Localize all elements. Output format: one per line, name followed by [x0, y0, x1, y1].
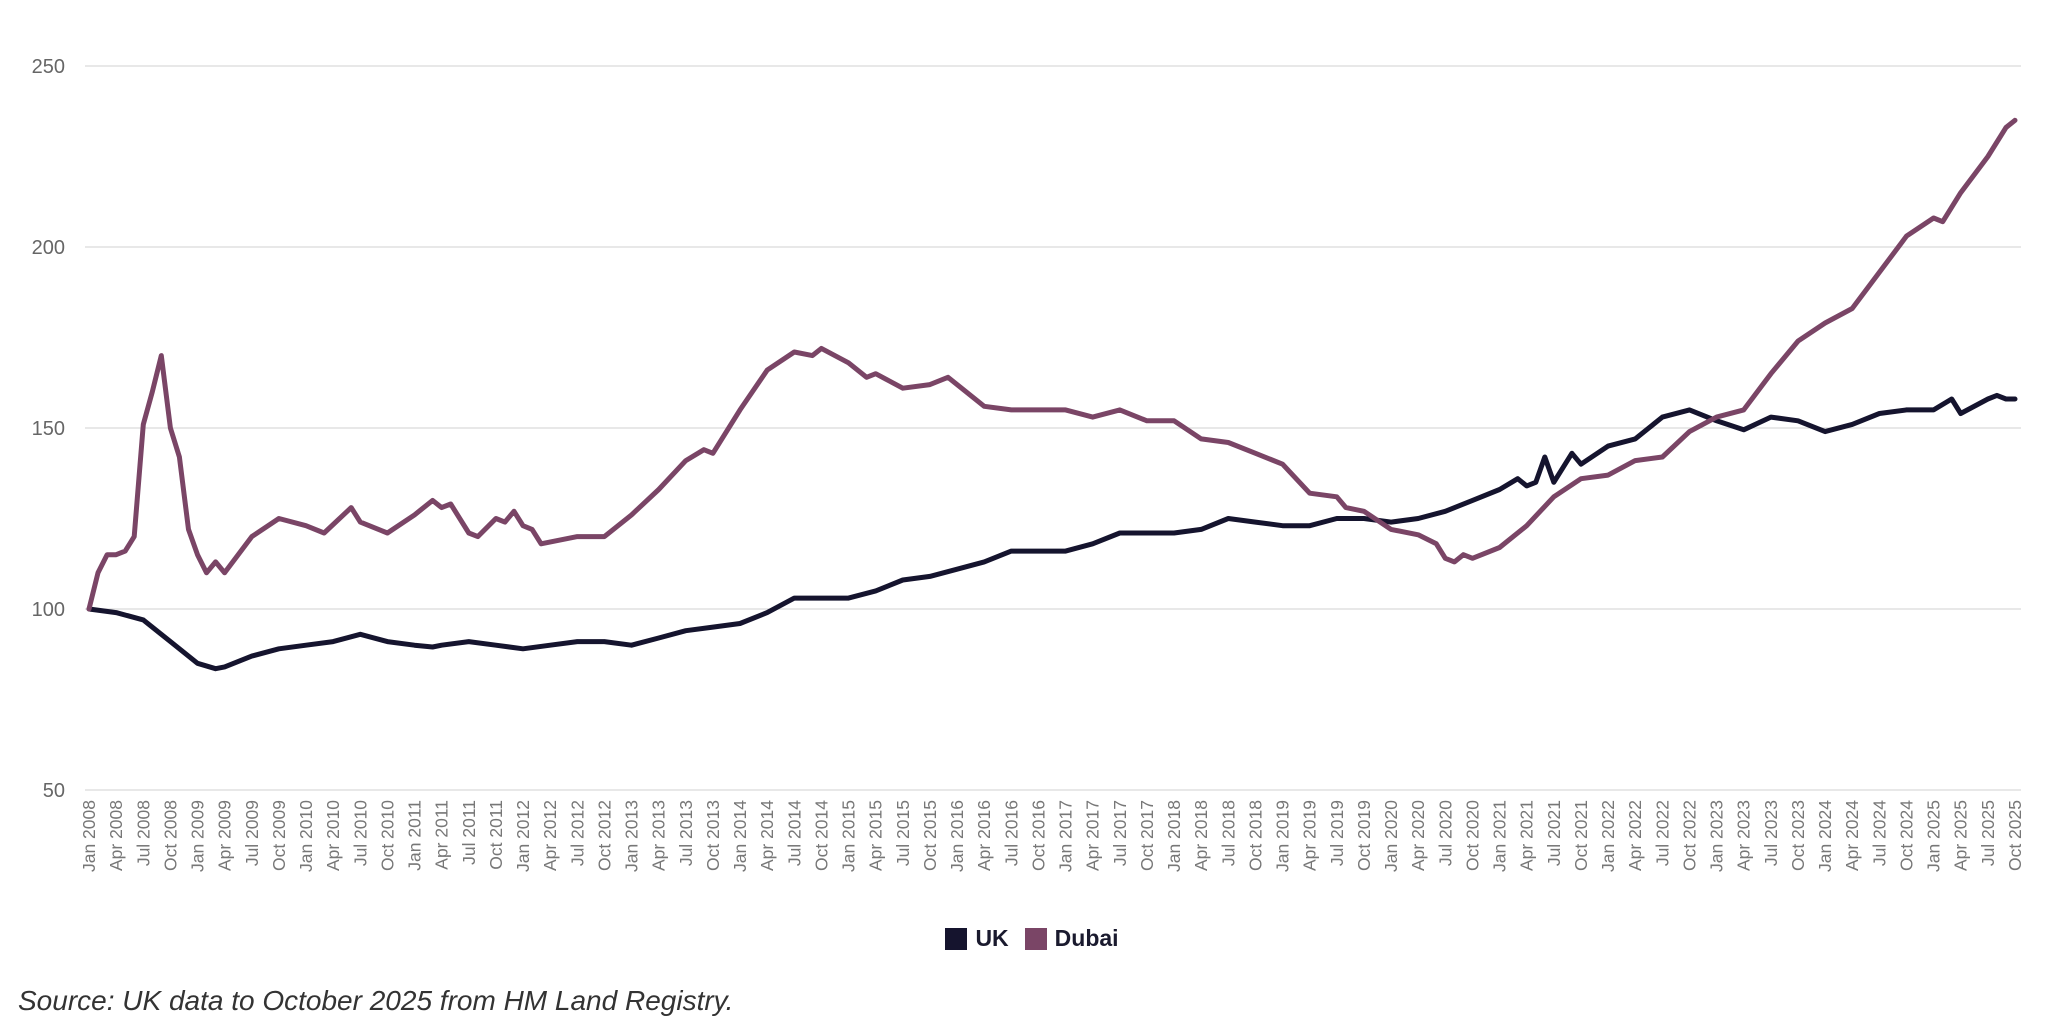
- x-tick-label: Oct 2023: [1788, 800, 1808, 871]
- x-tick-label: Jan 2014: [730, 800, 750, 872]
- legend-item-dubai: Dubai: [1024, 925, 1119, 952]
- x-tick-label: Jul 2018: [1218, 800, 1238, 866]
- x-tick-label: Apr 2012: [540, 800, 560, 871]
- x-tick-label: Oct 2015: [920, 800, 940, 871]
- x-tick-label: Oct 2013: [703, 800, 723, 871]
- x-tick-label: Jul 2023: [1761, 800, 1781, 866]
- legend-swatch-uk: [945, 927, 968, 950]
- x-tick-label: Jul 2009: [242, 800, 262, 866]
- x-tick-label: Oct 2009: [269, 800, 289, 871]
- x-tick-label: Apr 2018: [1191, 800, 1211, 871]
- x-tick-label: Jan 2021: [1490, 800, 1510, 872]
- x-tick-label: Oct 2019: [1354, 800, 1374, 871]
- x-tick-label: Oct 2022: [1679, 800, 1699, 871]
- x-tick-label: Jan 2010: [296, 800, 316, 872]
- x-tick-label: Jul 2025: [1978, 800, 1998, 866]
- x-tick-label: Jul 2011: [459, 800, 479, 865]
- legend-item-uk: UK: [945, 925, 1009, 952]
- series-line-dubai: [86, 117, 2018, 612]
- y-tick-label: 50: [43, 780, 65, 802]
- x-tick-label: Jan 2012: [513, 800, 533, 872]
- legend-label-dubai: Dubai: [1054, 925, 1119, 951]
- x-tick-label: Apr 2021: [1517, 800, 1537, 871]
- y-tick-label: 150: [32, 418, 65, 440]
- x-tick-label: Jan 2018: [1164, 800, 1184, 872]
- x-tick-label: Apr 2016: [974, 800, 994, 871]
- x-tick-label: Jul 2016: [1001, 800, 1021, 866]
- x-tick-label: Apr 2014: [757, 800, 777, 871]
- x-tick-label: Jan 2016: [947, 800, 967, 872]
- x-tick-label: Jan 2011: [405, 800, 425, 871]
- x-tick-label: Apr 2023: [1734, 800, 1754, 871]
- x-tick-label: Apr 2009: [215, 800, 235, 871]
- x-tick-label: Apr 2019: [1300, 800, 1320, 871]
- x-tick-label: Oct 2012: [594, 800, 614, 871]
- x-tick-label: Apr 2024: [1842, 800, 1862, 871]
- x-tick-label: Jul 2014: [784, 800, 804, 866]
- y-axis-ticks: 50 100 150 200 250: [32, 56, 65, 802]
- x-tick-label: Apr 2008: [106, 800, 126, 871]
- x-tick-label: Jan 2023: [1707, 800, 1727, 872]
- x-tick-label: Jan 2025: [1924, 800, 1944, 872]
- x-tick-label: Apr 2017: [1083, 800, 1103, 871]
- y-tick-label: 100: [32, 599, 65, 621]
- x-tick-label: Jul 2013: [676, 800, 696, 866]
- source-note: Source: UK data to October 2025 from HM …: [18, 985, 734, 1016]
- x-tick-label: Oct 2017: [1137, 800, 1157, 871]
- x-tick-label: Jul 2012: [567, 800, 587, 866]
- x-tick-label: Jan 2020: [1381, 800, 1401, 872]
- x-tick-label: Jul 2020: [1435, 800, 1455, 866]
- x-tick-label: Oct 2020: [1462, 800, 1482, 871]
- x-tick-label: Apr 2013: [649, 800, 669, 871]
- x-tick-label: Jan 2015: [839, 800, 859, 872]
- x-tick-label: Oct 2010: [377, 800, 397, 871]
- x-tick-label: Apr 2010: [323, 800, 343, 871]
- x-tick-label: Jan 2009: [188, 800, 208, 872]
- x-tick-label: Oct 2014: [811, 800, 831, 871]
- x-tick-label: Oct 2018: [1245, 800, 1265, 871]
- x-tick-label: Jul 2010: [350, 800, 370, 866]
- x-tick-label: Oct 2024: [1896, 800, 1916, 871]
- x-tick-label: Jul 2021: [1544, 800, 1564, 866]
- x-tick-label: Jan 2022: [1598, 800, 1618, 872]
- legend-swatch-dubai: [1024, 927, 1047, 950]
- y-tick-label: 200: [32, 237, 65, 259]
- x-tick-label: Oct 2008: [160, 800, 180, 871]
- x-tick-label: Jul 2024: [1869, 800, 1889, 866]
- x-tick-label: Jan 2008: [79, 800, 99, 872]
- x-tick-label: Jan 2024: [1815, 800, 1835, 872]
- x-tick-label: Jul 2008: [133, 800, 153, 866]
- series-line-uk: [86, 392, 2018, 672]
- x-tick-label: Apr 2015: [866, 800, 886, 871]
- x-tick-label: Apr 2022: [1625, 800, 1645, 871]
- legend-label-uk: UK: [975, 925, 1009, 951]
- x-axis-ticks: Jan 2008 Apr 2008 Jul 2008 Oct 2008 Jan 2009…: [79, 800, 2025, 872]
- x-tick-label: Oct 2021: [1571, 800, 1591, 871]
- gridlines: [85, 65, 2021, 791]
- legend: UK Dubai: [0, 925, 2048, 952]
- x-tick-label: Oct 2011: [486, 800, 506, 870]
- y-tick-label: 250: [32, 56, 65, 78]
- x-tick-label: Oct 2025: [2005, 800, 2025, 871]
- x-tick-label: Jan 2019: [1273, 800, 1293, 872]
- x-tick-label: Jan 2017: [1056, 800, 1076, 872]
- x-tick-label: Oct 2016: [1028, 800, 1048, 871]
- x-tick-label: Jul 2017: [1110, 800, 1130, 866]
- x-tick-label: Jan 2013: [622, 800, 642, 872]
- x-tick-label: Apr 2020: [1408, 800, 1428, 871]
- x-tick-label: Jul 2019: [1327, 800, 1347, 866]
- x-tick-label: Apr 2025: [1951, 800, 1971, 871]
- series-lines: [86, 117, 2018, 672]
- x-tick-label: Jul 2022: [1652, 800, 1672, 866]
- x-tick-label: Jul 2015: [893, 800, 913, 866]
- x-tick-label: Apr 2011: [432, 800, 452, 870]
- line-chart: 50 100 150 200 250 Jan 2008 Apr 2008 Jul 2008 O…: [32, 56, 2025, 872]
